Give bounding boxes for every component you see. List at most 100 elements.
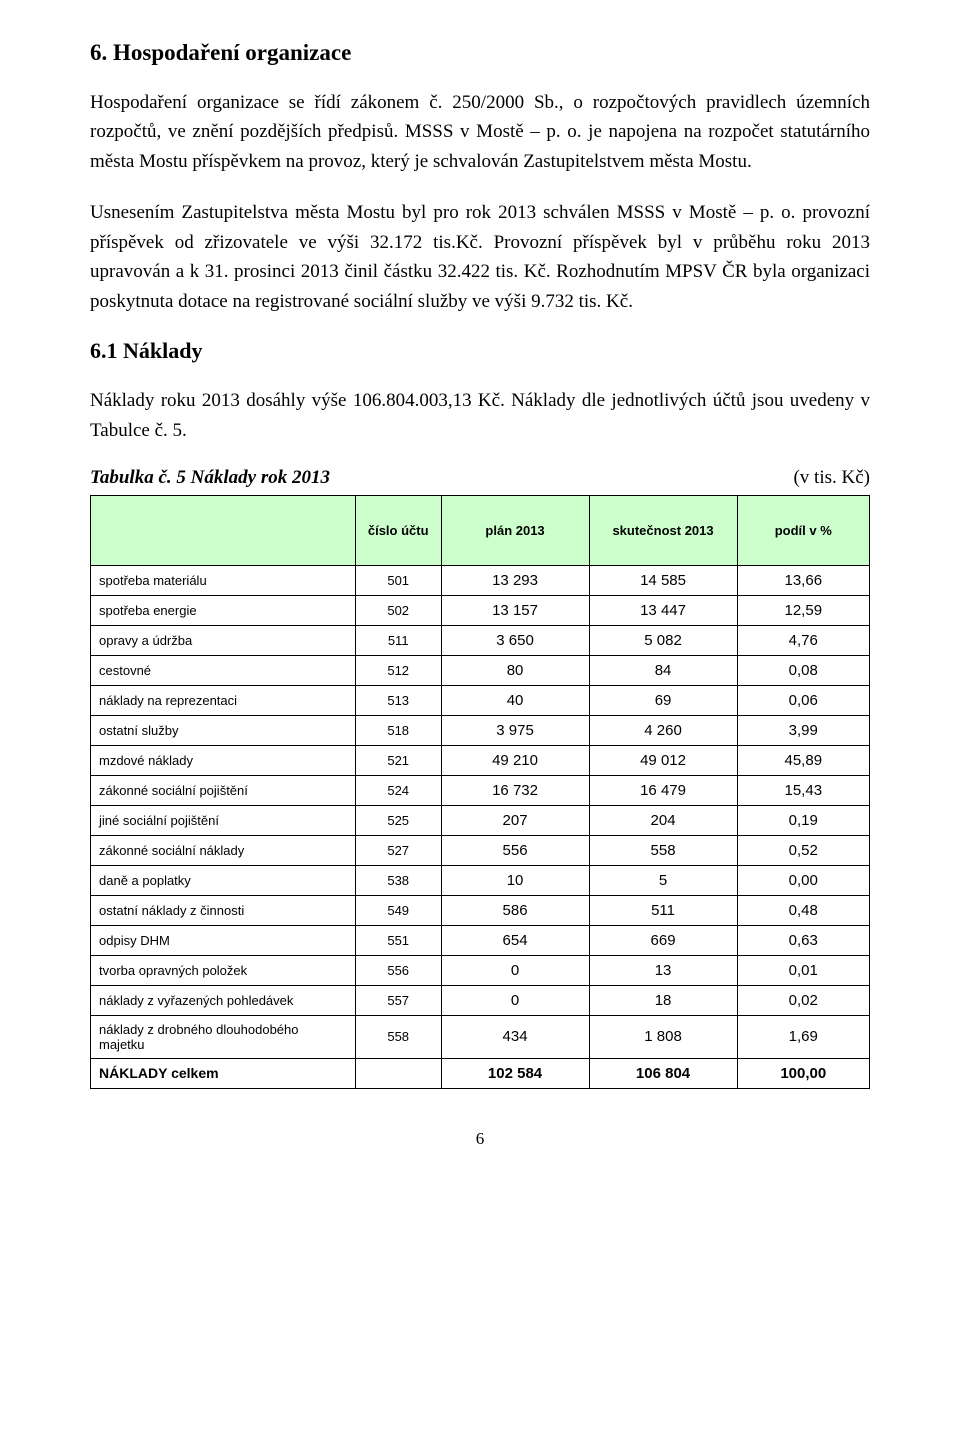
- row-share: 0,00: [737, 865, 869, 895]
- total-acct: [355, 1058, 441, 1088]
- row-share: 3,99: [737, 715, 869, 745]
- total-label: NÁKLADY celkem: [91, 1058, 356, 1088]
- row-share: 0,06: [737, 685, 869, 715]
- row-share: 0,52: [737, 835, 869, 865]
- table-row: náklady z drobného dlouhodobého majetku5…: [91, 1015, 870, 1058]
- row-actual: 4 260: [589, 715, 737, 745]
- row-acct: 512: [355, 655, 441, 685]
- row-actual: 13: [589, 955, 737, 985]
- row-plan: 40: [441, 685, 589, 715]
- row-share: 13,66: [737, 565, 869, 595]
- row-label: náklady na reprezentaci: [91, 685, 356, 715]
- table-caption: Tabulka č. 5 Náklady rok 2013: [90, 467, 330, 489]
- table-header-acct: číslo účtu: [355, 495, 441, 565]
- row-label: náklady z drobného dlouhodobého majetku: [91, 1015, 356, 1058]
- row-share: 4,76: [737, 625, 869, 655]
- table-row: zákonné sociální pojištění52416 73216 47…: [91, 775, 870, 805]
- page-number: 6: [90, 1129, 870, 1149]
- row-actual: 5 082: [589, 625, 737, 655]
- table-row: ostatní náklady z činnosti5495865110,48: [91, 895, 870, 925]
- row-acct: 538: [355, 865, 441, 895]
- row-actual: 1 808: [589, 1015, 737, 1058]
- row-label: náklady z vyřazených pohledávek: [91, 985, 356, 1015]
- table-row: spotřeba materiálu50113 29314 58513,66: [91, 565, 870, 595]
- table-row: spotřeba energie50213 15713 44712,59: [91, 595, 870, 625]
- table-row: ostatní služby5183 9754 2603,99: [91, 715, 870, 745]
- row-actual: 16 479: [589, 775, 737, 805]
- row-acct: 556: [355, 955, 441, 985]
- table-row: opravy a údržba5113 6505 0824,76: [91, 625, 870, 655]
- table-header-blank: [91, 495, 356, 565]
- row-plan: 49 210: [441, 745, 589, 775]
- row-label: cestovné: [91, 655, 356, 685]
- row-label: odpisy DHM: [91, 925, 356, 955]
- row-plan: 654: [441, 925, 589, 955]
- row-acct: 511: [355, 625, 441, 655]
- table-unit: (v tis. Kč): [793, 467, 870, 489]
- table-header-share: podíl v %: [737, 495, 869, 565]
- table-row: náklady na reprezentaci51340690,06: [91, 685, 870, 715]
- table-row: daně a poplatky5381050,00: [91, 865, 870, 895]
- row-actual: 5: [589, 865, 737, 895]
- row-acct: 521: [355, 745, 441, 775]
- row-plan: 0: [441, 985, 589, 1015]
- row-actual: 18: [589, 985, 737, 1015]
- total-actual: 106 804: [589, 1058, 737, 1088]
- row-label: daně a poplatky: [91, 865, 356, 895]
- row-actual: 13 447: [589, 595, 737, 625]
- row-acct: 501: [355, 565, 441, 595]
- row-acct: 525: [355, 805, 441, 835]
- row-label: mzdové náklady: [91, 745, 356, 775]
- total-plan: 102 584: [441, 1058, 589, 1088]
- row-actual: 669: [589, 925, 737, 955]
- row-plan: 13 293: [441, 565, 589, 595]
- table-row: mzdové náklady52149 21049 01245,89: [91, 745, 870, 775]
- row-label: spotřeba energie: [91, 595, 356, 625]
- section-title: 6. Hospodaření organizace: [90, 40, 870, 66]
- table-row: odpisy DHM5516546690,63: [91, 925, 870, 955]
- row-label: ostatní náklady z činnosti: [91, 895, 356, 925]
- row-actual: 69: [589, 685, 737, 715]
- row-label: spotřeba materiálu: [91, 565, 356, 595]
- row-plan: 10: [441, 865, 589, 895]
- row-plan: 556: [441, 835, 589, 865]
- row-acct: 549: [355, 895, 441, 925]
- section-paragraph-1: Hospodaření organizace se řídí zákonem č…: [90, 88, 870, 176]
- row-acct: 558: [355, 1015, 441, 1058]
- row-share: 0,01: [737, 955, 869, 985]
- row-label: ostatní služby: [91, 715, 356, 745]
- table-header-actual: skutečnost 2013: [589, 495, 737, 565]
- row-share: 0,63: [737, 925, 869, 955]
- subsection-title: 6.1 Náklady: [90, 338, 870, 364]
- row-share: 0,02: [737, 985, 869, 1015]
- row-label: tvorba opravných položek: [91, 955, 356, 985]
- total-share: 100,00: [737, 1058, 869, 1088]
- row-share: 12,59: [737, 595, 869, 625]
- row-share: 0,19: [737, 805, 869, 835]
- subsection-paragraph: Náklady roku 2013 dosáhly výše 106.804.0…: [90, 386, 870, 445]
- row-actual: 558: [589, 835, 737, 865]
- table-row: jiné sociální pojištění5252072040,19: [91, 805, 870, 835]
- costs-table: číslo účtu plán 2013 skutečnost 2013 pod…: [90, 495, 870, 1089]
- row-actual: 14 585: [589, 565, 737, 595]
- row-plan: 13 157: [441, 595, 589, 625]
- row-acct: 527: [355, 835, 441, 865]
- row-acct: 518: [355, 715, 441, 745]
- row-plan: 586: [441, 895, 589, 925]
- row-share: 1,69: [737, 1015, 869, 1058]
- row-label: zákonné sociální pojištění: [91, 775, 356, 805]
- row-share: 45,89: [737, 745, 869, 775]
- table-row: tvorba opravných položek5560130,01: [91, 955, 870, 985]
- row-plan: 207: [441, 805, 589, 835]
- table-row: náklady z vyřazených pohledávek5570180,0…: [91, 985, 870, 1015]
- section-paragraph-2: Usnesením Zastupitelstva města Mostu byl…: [90, 198, 870, 316]
- row-plan: 3 650: [441, 625, 589, 655]
- row-acct: 557: [355, 985, 441, 1015]
- row-plan: 3 975: [441, 715, 589, 745]
- row-label: zákonné sociální náklady: [91, 835, 356, 865]
- row-plan: 16 732: [441, 775, 589, 805]
- row-label: jiné sociální pojištění: [91, 805, 356, 835]
- row-share: 15,43: [737, 775, 869, 805]
- row-share: 0,48: [737, 895, 869, 925]
- row-plan: 80: [441, 655, 589, 685]
